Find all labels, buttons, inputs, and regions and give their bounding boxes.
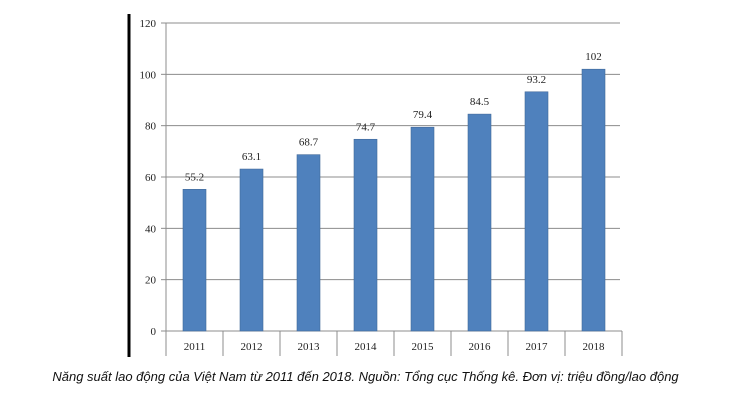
data-label: 84.5	[470, 96, 490, 108]
y-tick-label: 120	[140, 18, 157, 30]
x-tick-label: 2016	[469, 341, 492, 353]
bar	[524, 91, 549, 332]
x-tick-label: 2015	[412, 341, 435, 353]
bar	[296, 154, 321, 332]
x-tick-label: 2017	[526, 341, 549, 353]
data-label: 102	[585, 51, 602, 63]
y-axis-tick-labels: 0 20 40 60 80 100 120	[140, 18, 157, 338]
bars	[182, 68, 606, 332]
figure-caption: Năng suất lao động của Việt Nam từ 2011 …	[52, 369, 679, 384]
bar-chart: 0 20 40 60 80 100 120 55.2 63.1 68.7 74.7 79.4 84.5…	[127, 14, 623, 357]
x-tick-label: 2013	[298, 341, 321, 353]
bar	[239, 168, 264, 332]
data-labels: 55.2 63.1 68.7 74.7 79.4 84.5 93.2 102	[185, 51, 602, 183]
gridlines	[166, 22, 620, 281]
data-label: 74.7	[356, 121, 376, 133]
y-tick-label: 60	[145, 172, 157, 184]
bar	[182, 189, 207, 332]
data-label: 55.2	[185, 171, 204, 183]
data-label: 63.1	[242, 151, 261, 163]
bar	[581, 68, 606, 332]
data-label: 79.4	[413, 109, 433, 121]
x-tick-label: 2018	[583, 341, 606, 353]
x-axis-tick-labels: 2011 2012 2013 2014 2015 2016 2017 2018	[184, 341, 605, 353]
bar	[467, 113, 492, 332]
y-tick-label: 0	[151, 326, 157, 338]
x-tick-label: 2012	[241, 341, 263, 353]
bar	[353, 138, 378, 332]
y-tick-label: 40	[145, 223, 157, 235]
data-label: 93.2	[527, 74, 546, 86]
data-label: 68.7	[299, 137, 319, 149]
x-tick-label: 2011	[184, 341, 206, 353]
axes	[161, 22, 623, 356]
y-tick-label: 20	[145, 275, 157, 287]
x-tick-label: 2014	[355, 341, 378, 353]
y-tick-label: 100	[140, 69, 157, 81]
y-tick-label: 80	[145, 121, 157, 133]
bar	[410, 126, 435, 332]
